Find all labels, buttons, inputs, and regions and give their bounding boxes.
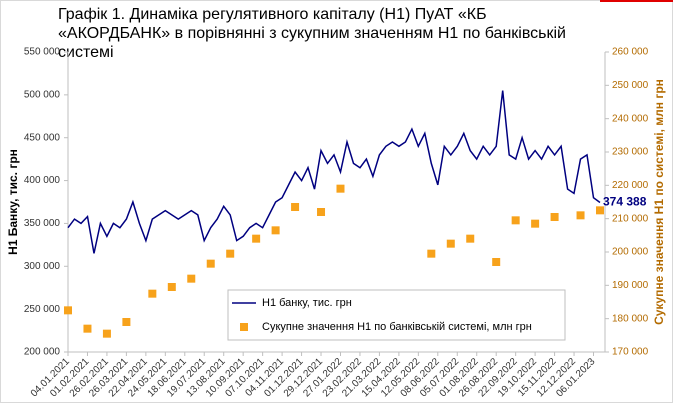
line	[67, 90, 601, 254]
legend-label: Н1 банку, тис. грн	[262, 297, 352, 309]
marker	[466, 234, 475, 243]
marker	[511, 216, 520, 225]
y-axis-label: Н1 Банку, тис. грн	[6, 149, 20, 255]
y2-tick-label: 190 000	[612, 280, 649, 291]
y2-tick-label: 200 000	[612, 247, 649, 258]
y-tick-label: 400 000	[24, 175, 61, 186]
marker	[148, 289, 157, 298]
marker	[122, 318, 131, 326]
marker	[427, 249, 436, 258]
y2-tick-label: 180 000	[612, 313, 649, 324]
legend-swatch	[240, 323, 248, 331]
marker	[102, 329, 111, 338]
legend: Н1 банку, тис. грн Сукупне значення Н1 по…	[227, 289, 566, 341]
chart-title: Графік 1. Динаміка регулятивного капітал…	[58, 6, 566, 61]
y2-tick-label: 210 000	[612, 213, 649, 224]
y2-axis-label: Сукупне значення Н1 по системі, млн грн	[652, 79, 666, 325]
marker	[271, 226, 280, 235]
marker	[550, 213, 559, 221]
marker	[64, 306, 72, 315]
marker	[596, 206, 604, 215]
marker	[336, 184, 345, 193]
marker	[446, 239, 455, 248]
y-tick-label: 450 000	[24, 132, 61, 143]
y2-tick-label: 240 000	[612, 113, 649, 124]
marker	[531, 219, 540, 228]
marker	[576, 211, 585, 220]
marker	[291, 203, 300, 211]
data-label: 374 388	[603, 195, 647, 209]
marker	[252, 234, 261, 243]
y2-tick-label: 260 000	[612, 47, 649, 58]
y-tick-label: 200 000	[24, 347, 61, 358]
y2-tick-label: 220 000	[612, 180, 649, 191]
marker	[187, 274, 196, 283]
legend-label: Сукупне значення Н1 по банківській систе…	[262, 321, 532, 333]
marker	[83, 324, 92, 333]
y2-tick-label: 250 000	[612, 80, 649, 91]
marker	[492, 258, 501, 266]
y-tick-label: 250 000	[24, 304, 61, 315]
legend-box	[227, 289, 566, 341]
marker	[206, 259, 215, 268]
y-tick-label: 500 000	[24, 89, 61, 100]
y-tick-label: 300 000	[24, 261, 61, 272]
y2-tick-label: 170 000	[612, 347, 649, 358]
marker	[167, 283, 176, 291]
y-tick-label: 550 000	[24, 47, 61, 58]
marker	[226, 249, 235, 258]
marker	[317, 208, 326, 216]
y-tick-label: 350 000	[24, 218, 61, 229]
y2-tick-label: 230 000	[612, 147, 649, 158]
